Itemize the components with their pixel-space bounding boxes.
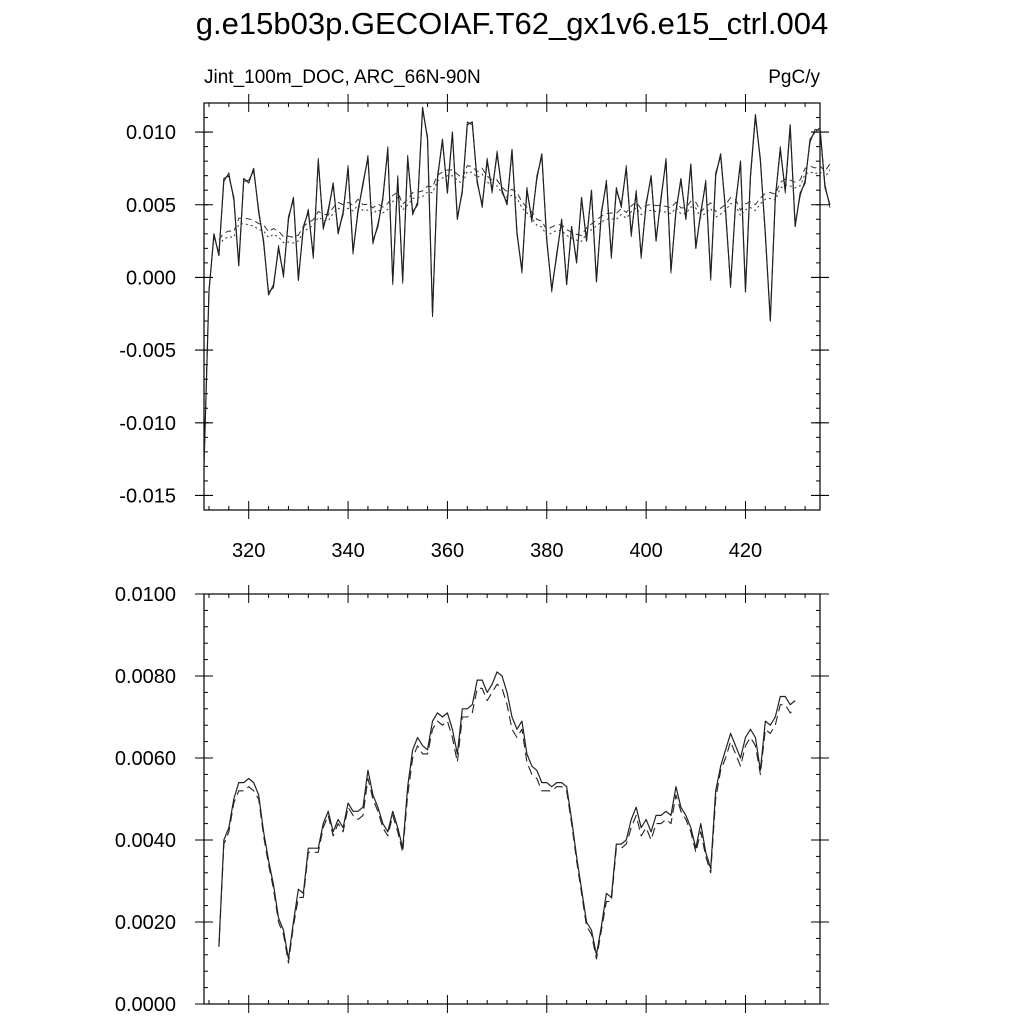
- bottom-series-line-1: [218, 683, 796, 964]
- y-tick-label: 0.0100: [115, 584, 176, 606]
- x-tick-label: 320: [232, 540, 265, 562]
- x-tick-label: 340: [331, 540, 364, 562]
- bottom-panel-lines: [218, 671, 796, 964]
- y-tick-label: 0.005: [126, 195, 176, 217]
- y-tick-label: -0.005: [119, 340, 176, 362]
- top-panel-lines: [203, 106, 831, 467]
- bottom-panel-ticks: 0.0100 0.0080 0.0060 0.0040 0.0020 0.0000: [115, 584, 829, 1016]
- y-tick-label: -0.015: [119, 485, 176, 507]
- y-tick-label: 0.000: [126, 267, 176, 289]
- x-tick-label: 400: [629, 540, 662, 562]
- y-tick-label: 0.0060: [115, 748, 176, 770]
- y-tick-label: 0.0000: [115, 994, 176, 1016]
- top-panel-frame: [203, 102, 821, 511]
- top-panel-ticks: 0.010 0.005 0.000 -0.005 -0.010 -0.015 320 340 3…: [119, 94, 829, 562]
- y-tick-label: 0.010: [126, 122, 176, 144]
- y-tick-label: 0.0080: [115, 666, 176, 688]
- y-tick-label: 0.0040: [115, 830, 176, 852]
- x-tick-label: 360: [431, 540, 464, 562]
- top-panel-subtitle-left: Jint_100m_DOC, ARC_66N-90N: [204, 67, 481, 88]
- chart-title: g.e15b03p.GECOIAF.T62_gx1v6.e15_ctrl.004: [195, 6, 829, 41]
- y-tick-label: 0.0020: [115, 912, 176, 934]
- top-running-mean-line-a: [218, 163, 831, 241]
- top-panel-subtitle-right: PgC/y: [768, 67, 820, 88]
- bottom-panel: 0.0100 0.0080 0.0060 0.0040 0.0020 0.0000: [115, 584, 829, 1016]
- y-tick-label: -0.010: [119, 413, 176, 435]
- top-running-mean-line-b: [218, 169, 831, 246]
- top-panel: 0.010 0.005 0.000 -0.005 -0.010 -0.015 320 340 3…: [119, 94, 831, 562]
- x-tick-label: 420: [729, 540, 762, 562]
- top-series-line-0-b: [203, 109, 831, 467]
- bottom-panel-frame: [203, 593, 821, 1005]
- bottom-series-line-0: [218, 671, 796, 960]
- top-series-line-0: [203, 106, 831, 467]
- x-tick-label: 380: [530, 540, 563, 562]
